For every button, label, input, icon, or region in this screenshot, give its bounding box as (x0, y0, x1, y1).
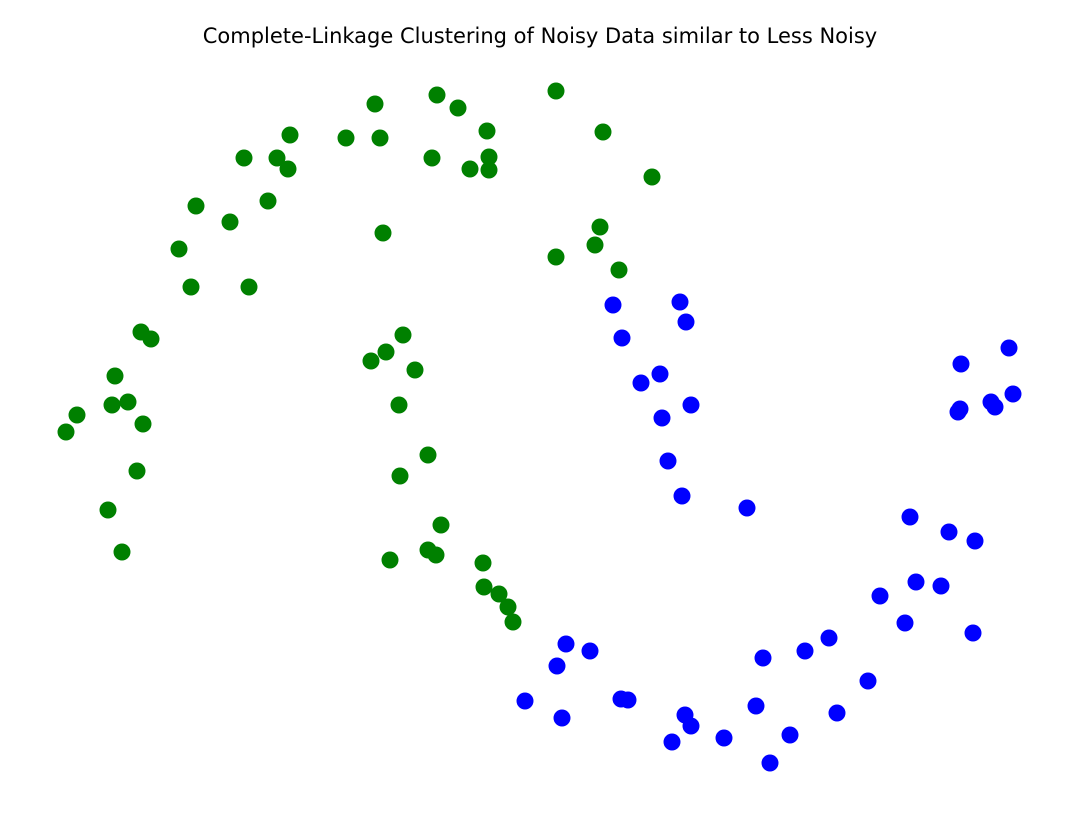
cluster_0-point (419, 446, 437, 464)
cluster_0-point (406, 361, 424, 379)
cluster_0-point (259, 192, 277, 210)
cluster_0-point (586, 236, 604, 254)
cluster_0-point (643, 168, 661, 186)
cluster_1-point (951, 400, 969, 418)
cluster_0-point (394, 326, 412, 344)
cluster_0-point (474, 554, 492, 572)
cluster_0-point (240, 278, 258, 296)
cluster_1-point (516, 692, 534, 710)
cluster_0-point (461, 160, 479, 178)
cluster_1-point (632, 374, 650, 392)
cluster_1-point (557, 635, 575, 653)
cluster_0-point (591, 218, 609, 236)
cluster_1-point (896, 614, 914, 632)
cluster_1-point (671, 293, 689, 311)
cluster_0-point (547, 82, 565, 100)
cluster_1-point (781, 726, 799, 744)
cluster_0-point (142, 330, 160, 348)
cluster_0-point (182, 278, 200, 296)
cluster_1-point (761, 754, 779, 772)
cluster_0-point (68, 406, 86, 424)
cluster_0-point (449, 99, 467, 117)
cluster_0-point (279, 160, 297, 178)
cluster_0-point (106, 367, 124, 385)
cluster_0-point (480, 148, 498, 166)
cluster_1-point (715, 729, 733, 747)
cluster_1-point (859, 672, 877, 690)
cluster_1-point (1004, 385, 1022, 403)
cluster_1-point (907, 573, 925, 591)
cluster_0-point (103, 396, 121, 414)
cluster_1-point (548, 657, 566, 675)
cluster_0-point (428, 86, 446, 104)
cluster_1-point (619, 691, 637, 709)
cluster_1-point (738, 499, 756, 517)
cluster_0-point (374, 224, 392, 242)
cluster_0-point (490, 585, 508, 603)
cluster_0-point (475, 578, 493, 596)
cluster_1-point (553, 709, 571, 727)
cluster_0-point (610, 261, 628, 279)
cluster_0-point (99, 501, 117, 519)
cluster_0-point (113, 543, 131, 561)
cluster_0-point (381, 551, 399, 569)
cluster_0-point (478, 122, 496, 140)
cluster_0-point (221, 213, 239, 231)
cluster_1-point (677, 313, 695, 331)
cluster_1-point (986, 398, 1004, 416)
cluster_0-point (390, 396, 408, 414)
cluster_0-point (235, 149, 253, 167)
cluster_1-point (932, 577, 950, 595)
cluster_0-point (377, 343, 395, 361)
cluster_1-point (828, 704, 846, 722)
cluster_1-point (682, 717, 700, 735)
cluster_0-point (268, 149, 286, 167)
points-layer (57, 82, 1022, 772)
cluster_0-point (187, 197, 205, 215)
cluster_1-point (940, 523, 958, 541)
cluster_1-point (653, 409, 671, 427)
chart-title: Complete-Linkage Clustering of Noisy Dat… (203, 24, 877, 48)
cluster_1-point (871, 587, 889, 605)
cluster_0-point (432, 516, 450, 534)
cluster_1-point (682, 396, 700, 414)
cluster_0-point (337, 129, 355, 147)
cluster_0-point (281, 126, 299, 144)
cluster_1-point (604, 296, 622, 314)
cluster_1-point (901, 508, 919, 526)
cluster_0-point (362, 352, 380, 370)
cluster_1-point (673, 487, 691, 505)
cluster_0-point (480, 161, 498, 179)
cluster_0-point (119, 393, 137, 411)
cluster_0-point (391, 467, 409, 485)
cluster_0-point (371, 129, 389, 147)
cluster_0-point (366, 95, 384, 113)
cluster_1-point (796, 642, 814, 660)
cluster_0-point (504, 613, 522, 631)
cluster_0-point (134, 415, 152, 433)
cluster_1-point (581, 642, 599, 660)
cluster_0-point (57, 423, 75, 441)
cluster_0-point (128, 462, 146, 480)
cluster_1-point (659, 452, 677, 470)
cluster_1-point (747, 697, 765, 715)
cluster_1-point (820, 629, 838, 647)
cluster_0-point (423, 149, 441, 167)
cluster_0-point (547, 248, 565, 266)
cluster_1-point (754, 649, 772, 667)
cluster_0-point (170, 240, 188, 258)
cluster_1-point (613, 329, 631, 347)
cluster_1-point (952, 355, 970, 373)
cluster_1-point (663, 733, 681, 751)
cluster_0-point (427, 546, 445, 564)
cluster_1-point (651, 365, 669, 383)
cluster_1-point (966, 532, 984, 550)
cluster_1-point (964, 624, 982, 642)
cluster_1-point (1000, 339, 1018, 357)
cluster_0-point (594, 123, 612, 141)
cluster_0-point (499, 598, 517, 616)
